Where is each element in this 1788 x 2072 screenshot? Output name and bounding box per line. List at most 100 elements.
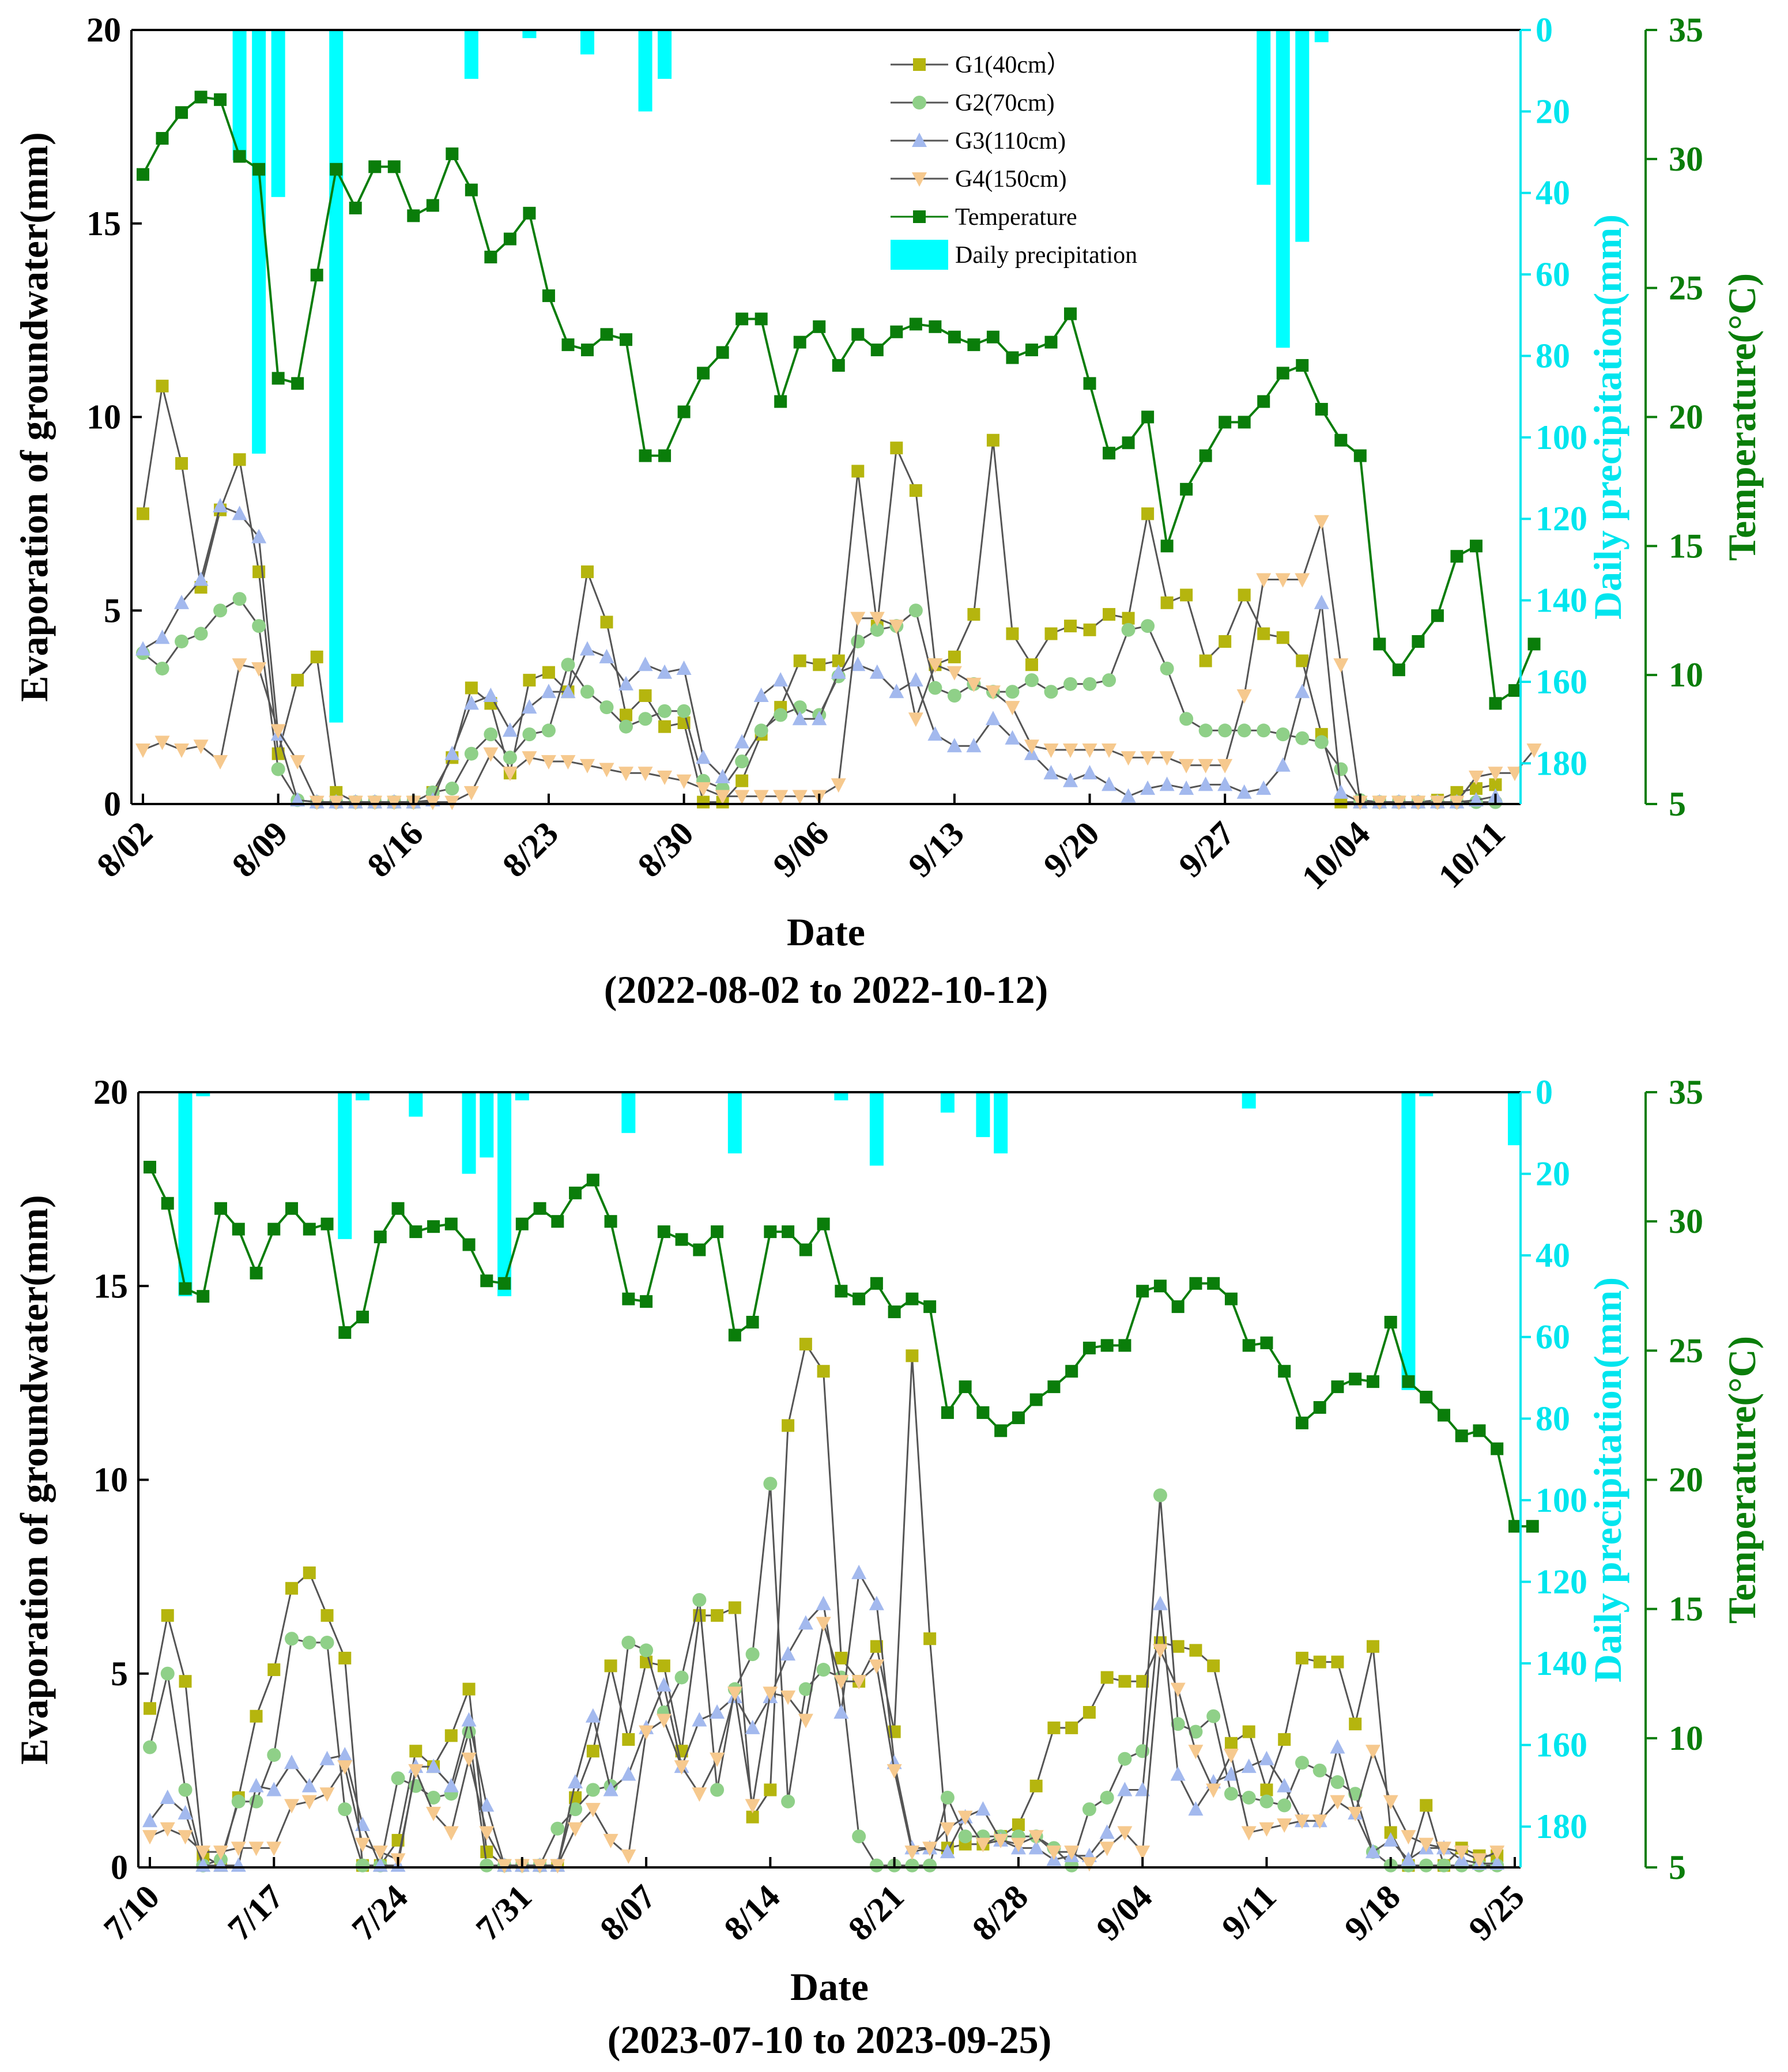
temperature-point (179, 1282, 192, 1295)
g4-point (1419, 1837, 1434, 1852)
g2-point (1160, 661, 1174, 675)
g1-point (267, 1663, 281, 1677)
g3-point (940, 1844, 955, 1859)
temperature-point (1526, 1520, 1539, 1533)
g1-point (1006, 627, 1019, 640)
temperature-point (1278, 1365, 1291, 1378)
temperature-point (1219, 416, 1232, 429)
temperature-point (909, 318, 922, 331)
x-tick-label: 10/11 (1431, 814, 1512, 896)
g2-point (1153, 1488, 1167, 1503)
g4-point (266, 1841, 282, 1856)
g2-point (1206, 1709, 1221, 1723)
g1-point (1420, 1799, 1433, 1812)
g2-point (1063, 677, 1078, 691)
temperature-point (1160, 539, 1174, 553)
x-tick-label: 8/14 (716, 1878, 787, 1948)
g4-point (1277, 1818, 1292, 1833)
g2-point (1100, 1790, 1114, 1805)
g4-point (621, 1849, 636, 1864)
g3-point (657, 664, 673, 679)
g2-point (522, 727, 537, 742)
g1-point (1118, 1675, 1131, 1688)
g4-point (301, 1795, 317, 1810)
g3-point (1135, 1782, 1150, 1797)
g1-point (523, 674, 536, 687)
g1-point (179, 1675, 192, 1688)
g4-point (1206, 1783, 1221, 1798)
g2-point (908, 603, 923, 618)
y-tick-label-temp: 15 (1669, 527, 1703, 565)
temperature-point (356, 1311, 369, 1324)
g2-point (619, 719, 633, 734)
g3-point (1401, 1851, 1416, 1866)
g3-line (149, 1570, 1497, 1867)
y-tick-label-evap: 10 (86, 398, 121, 436)
g2-point (1330, 1775, 1345, 1790)
g4-point (710, 1752, 725, 1767)
temperature-point (1257, 395, 1270, 408)
y-tick-label-temp: 25 (1669, 269, 1703, 307)
temperature-point (330, 163, 343, 176)
g1-point (813, 658, 826, 671)
temperature-point (250, 1266, 263, 1280)
g2-point (923, 1858, 937, 1873)
temperature-point (693, 1243, 706, 1256)
g3-point (193, 571, 209, 586)
g4-point (869, 1659, 884, 1674)
y-tick-label-temp: 5 (1669, 1848, 1686, 1886)
x-tick-label: 9/25 (1461, 1878, 1532, 1948)
x-tick-label: 8/21 (841, 1878, 911, 1948)
g1-point (1083, 623, 1096, 636)
g4-point (290, 755, 305, 770)
g1-point (338, 1651, 352, 1665)
g3-point (142, 1813, 157, 1828)
precipitation-bar (638, 30, 652, 112)
x-tick-label: 9/13 (901, 814, 971, 885)
g4-point (178, 1830, 193, 1845)
g2-point (1295, 1756, 1309, 1770)
temperature-point (658, 449, 672, 462)
g4-point (966, 677, 982, 692)
x-tick-label: 8/28 (965, 1878, 1035, 1948)
temperature-point (1331, 1380, 1344, 1394)
legend-marker (912, 133, 927, 147)
precipitation-bar (1242, 1092, 1256, 1109)
temperature-point (639, 449, 652, 462)
temperature-point (1315, 403, 1328, 416)
temperature-point (303, 1222, 316, 1236)
g3-point (869, 664, 885, 679)
g3-point (1217, 776, 1233, 791)
x-tick-label: 9/27 (1171, 814, 1242, 885)
g1-point (817, 1365, 830, 1378)
temperature-point (622, 1292, 635, 1305)
g4-point (154, 735, 170, 750)
x-axis-title: Date (787, 910, 865, 954)
g1-point (1065, 1721, 1078, 1734)
g3-point (812, 711, 827, 726)
g2-point (1276, 727, 1290, 742)
temperature-point (813, 320, 826, 333)
g1-point (967, 607, 980, 621)
g1-point (1260, 1783, 1273, 1797)
legend-marker (912, 172, 927, 187)
g1-point (799, 1338, 812, 1351)
g1-point (542, 666, 555, 679)
g4-point (443, 1826, 459, 1841)
precipitation-bar (976, 1092, 990, 1137)
x-tick-label: 8/16 (360, 814, 430, 885)
g1-point (735, 774, 749, 787)
g4-point (1294, 1814, 1310, 1829)
legend-label: Daily precipitation (955, 242, 1137, 269)
g1-line (142, 386, 1496, 803)
g1-point (444, 1729, 458, 1742)
y-tick-label-temp: 35 (1669, 1073, 1703, 1111)
temperature-point (1238, 416, 1251, 429)
g3-point (792, 711, 808, 726)
temperature-point (657, 1225, 670, 1239)
y-tick-label-temp: 15 (1669, 1590, 1703, 1628)
temperature-point (214, 93, 227, 106)
temperature-point (1455, 1429, 1468, 1443)
legend-label: G2(70cm) (955, 90, 1055, 116)
